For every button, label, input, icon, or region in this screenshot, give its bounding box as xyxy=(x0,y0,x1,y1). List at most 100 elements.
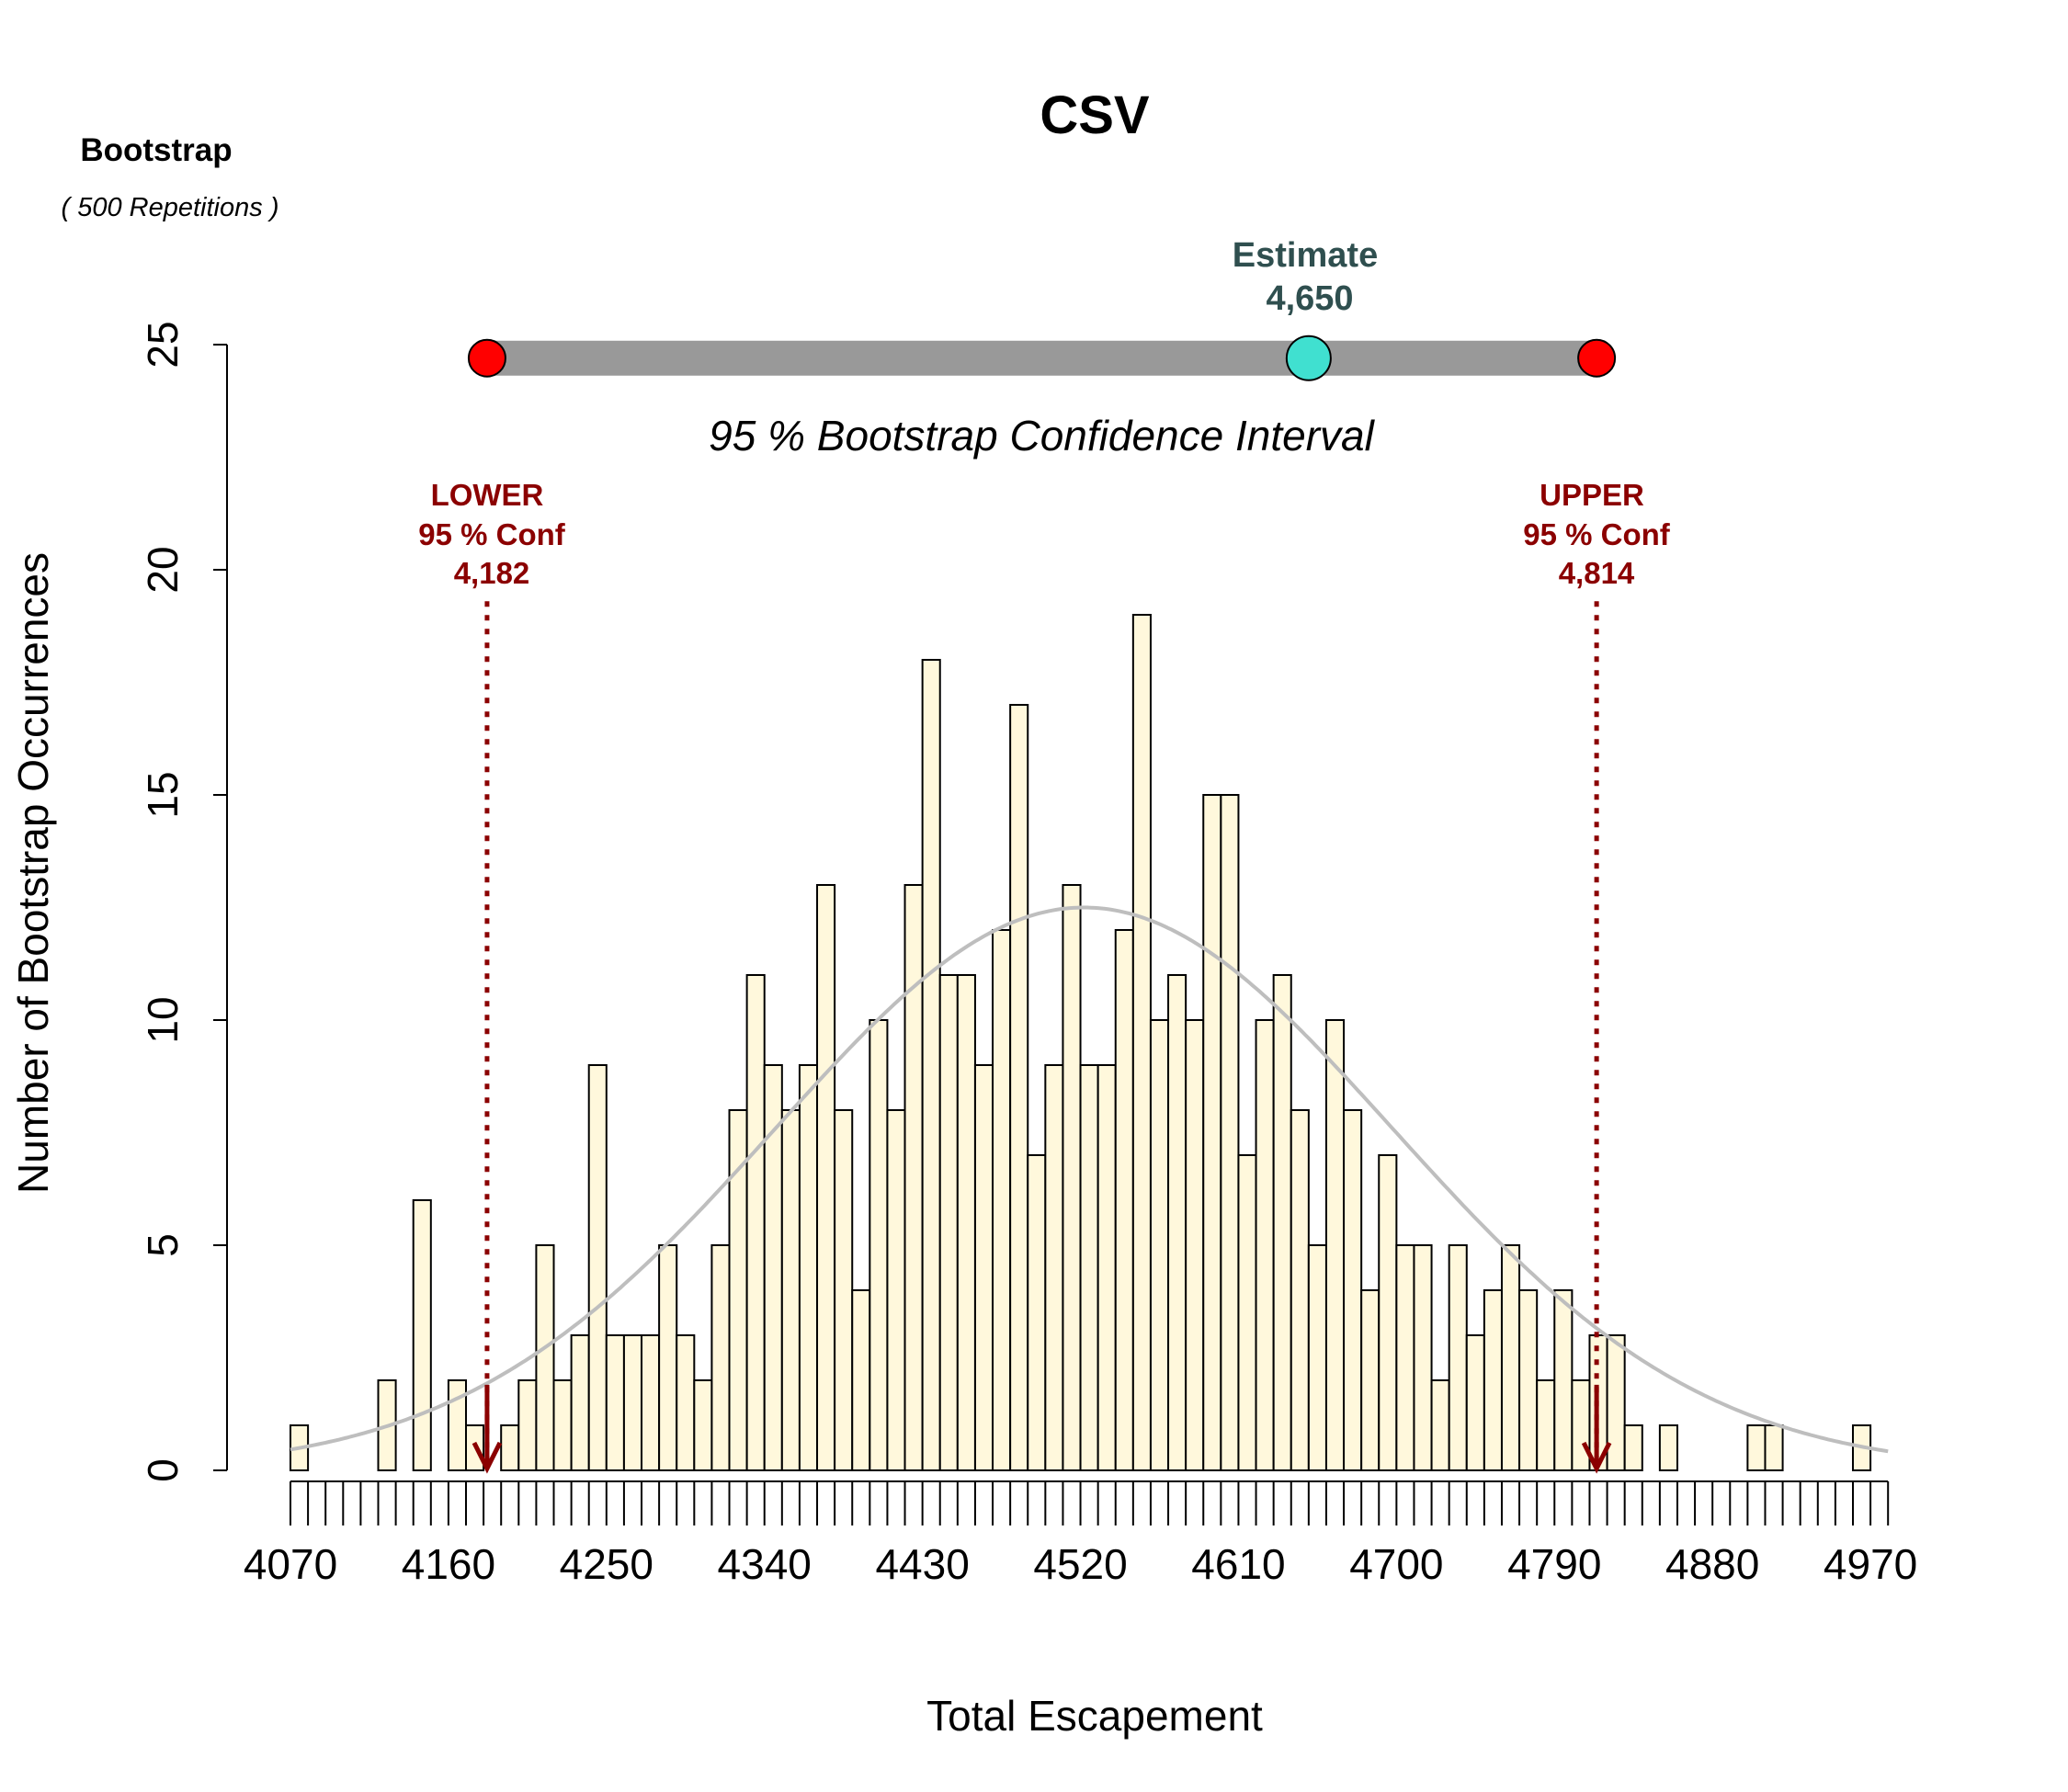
histogram-bar xyxy=(973,1064,994,1471)
histogram-bar xyxy=(1009,704,1029,1471)
lower-conf-label: 95 % Conf xyxy=(418,517,566,551)
confidence-limit-lines xyxy=(472,601,1612,1474)
x-tick-label: 4700 xyxy=(1349,1540,1443,1588)
lower-label: LOWER xyxy=(431,478,544,512)
y-tick-label: 20 xyxy=(139,546,187,593)
histogram-bar xyxy=(816,884,836,1471)
histogram-bar xyxy=(1746,1424,1767,1471)
histogram-bar xyxy=(587,1064,608,1471)
histogram-bar xyxy=(1606,1334,1626,1471)
histogram-bar xyxy=(658,1244,678,1471)
ci-caption: 95 % Bootstrap Confidence Interval xyxy=(709,412,1375,459)
histogram-bar xyxy=(1079,1064,1099,1471)
histogram-bar xyxy=(1448,1244,1468,1471)
upper-label: UPPER xyxy=(1540,478,1644,512)
histogram-bar xyxy=(1360,1289,1381,1471)
chart-title: CSV xyxy=(1040,85,1150,145)
histogram-bar xyxy=(1307,1244,1327,1471)
histogram-bar xyxy=(1430,1379,1450,1471)
histogram-bar xyxy=(956,974,976,1471)
histogram-bar xyxy=(1131,614,1152,1471)
histogram-bar xyxy=(1658,1424,1678,1471)
x-tick-label: 4970 xyxy=(1824,1540,1917,1588)
lower-limit-arrow-head xyxy=(472,1441,503,1474)
histogram-bar xyxy=(1255,1019,1275,1471)
histogram-bar xyxy=(605,1334,625,1471)
histogram-bar xyxy=(1465,1334,1485,1471)
histogram-bar xyxy=(1149,1019,1170,1471)
histogram-bar xyxy=(745,974,766,1471)
x-tick-label: 4520 xyxy=(1033,1540,1127,1588)
histogram-bars xyxy=(290,614,1872,1471)
x-axis-label: Total Escapement xyxy=(926,1692,1263,1740)
histogram-bar xyxy=(780,1109,801,1471)
histogram-bar xyxy=(1324,1019,1346,1471)
histogram-bar xyxy=(834,1109,854,1471)
x-tick-label: 4430 xyxy=(875,1540,969,1588)
histogram-bar xyxy=(1483,1289,1503,1471)
histogram-bar xyxy=(1272,974,1292,1471)
x-tick-label: 4340 xyxy=(718,1540,812,1588)
histogram-bar xyxy=(1290,1109,1310,1471)
x-tick-label: 4160 xyxy=(402,1540,495,1588)
normal-curve xyxy=(290,905,1889,1454)
x-tick-label: 4070 xyxy=(244,1540,337,1588)
x-tick-label: 4880 xyxy=(1665,1540,1759,1588)
histogram-bar xyxy=(938,974,959,1471)
y-tick-label: 10 xyxy=(139,996,187,1043)
upper-conf-label: 95 % Conf xyxy=(1523,517,1671,551)
histogram-bar xyxy=(798,1064,819,1471)
histogram-bar xyxy=(622,1334,643,1471)
histogram-bar xyxy=(1185,1019,1205,1471)
histogram-bar xyxy=(1764,1424,1784,1471)
histogram-bar xyxy=(1237,1154,1257,1471)
histogram-bar xyxy=(1518,1289,1539,1471)
histogram-bar xyxy=(641,1334,661,1471)
estimate-point xyxy=(1285,335,1332,381)
histogram-bar xyxy=(903,884,924,1471)
axes: 0 5 10 15 20 25 4070 4160 4250 4340 4430 4520 4610 47… xyxy=(139,321,1917,1588)
histogram-bar xyxy=(1536,1379,1556,1471)
histogram-bar xyxy=(1378,1154,1398,1471)
histogram-bar xyxy=(1202,794,1222,1471)
histogram-bar xyxy=(1395,1244,1415,1471)
ci-lower-point xyxy=(467,338,506,378)
histogram-bar xyxy=(1114,929,1134,1471)
histogram-bar xyxy=(1220,794,1240,1471)
x-tick-label: 4610 xyxy=(1191,1540,1285,1588)
ci-upper-point xyxy=(1577,338,1617,378)
histogram-bar xyxy=(921,659,941,1471)
confidence-interval-bar xyxy=(467,335,1617,381)
repetitions-label: ( 500 Repetitions ) xyxy=(62,193,279,222)
y-axis-label: Number of Bootstrap Occurrences xyxy=(9,552,57,1194)
histogram-bar xyxy=(535,1244,555,1471)
histogram-bar xyxy=(500,1424,520,1471)
histogram-bar xyxy=(693,1379,713,1471)
histogram-bar xyxy=(1167,974,1187,1471)
histogram-bar xyxy=(851,1289,871,1471)
histogram-bar xyxy=(1096,1064,1117,1471)
histogram-bar xyxy=(412,1199,432,1471)
histogram-bar xyxy=(517,1379,538,1471)
x-tick-label: 4250 xyxy=(560,1540,653,1588)
histogram-bar xyxy=(552,1379,573,1471)
histogram-bar xyxy=(1623,1424,1643,1471)
histogram-bar xyxy=(1343,1109,1363,1471)
histogram-bar xyxy=(886,1109,906,1471)
histogram-bar xyxy=(570,1334,590,1471)
x-tick-label: 4790 xyxy=(1507,1540,1601,1588)
y-tick-label: 5 xyxy=(139,1233,187,1257)
y-tick-label: 25 xyxy=(139,321,187,368)
estimate-label: Estimate xyxy=(1233,236,1378,275)
histogram-bar xyxy=(710,1244,731,1471)
bootstrap-label: Bootstrap xyxy=(80,132,232,168)
histogram-bar xyxy=(1500,1244,1521,1471)
histogram-bar xyxy=(1413,1244,1433,1471)
lower-value: 4,182 xyxy=(454,556,530,590)
histogram-bar xyxy=(676,1334,696,1471)
y-tick-label: 0 xyxy=(139,1458,187,1482)
estimate-value: 4,650 xyxy=(1266,279,1353,318)
upper-value: 4,814 xyxy=(1559,556,1635,590)
histogram-bar xyxy=(992,929,1012,1471)
